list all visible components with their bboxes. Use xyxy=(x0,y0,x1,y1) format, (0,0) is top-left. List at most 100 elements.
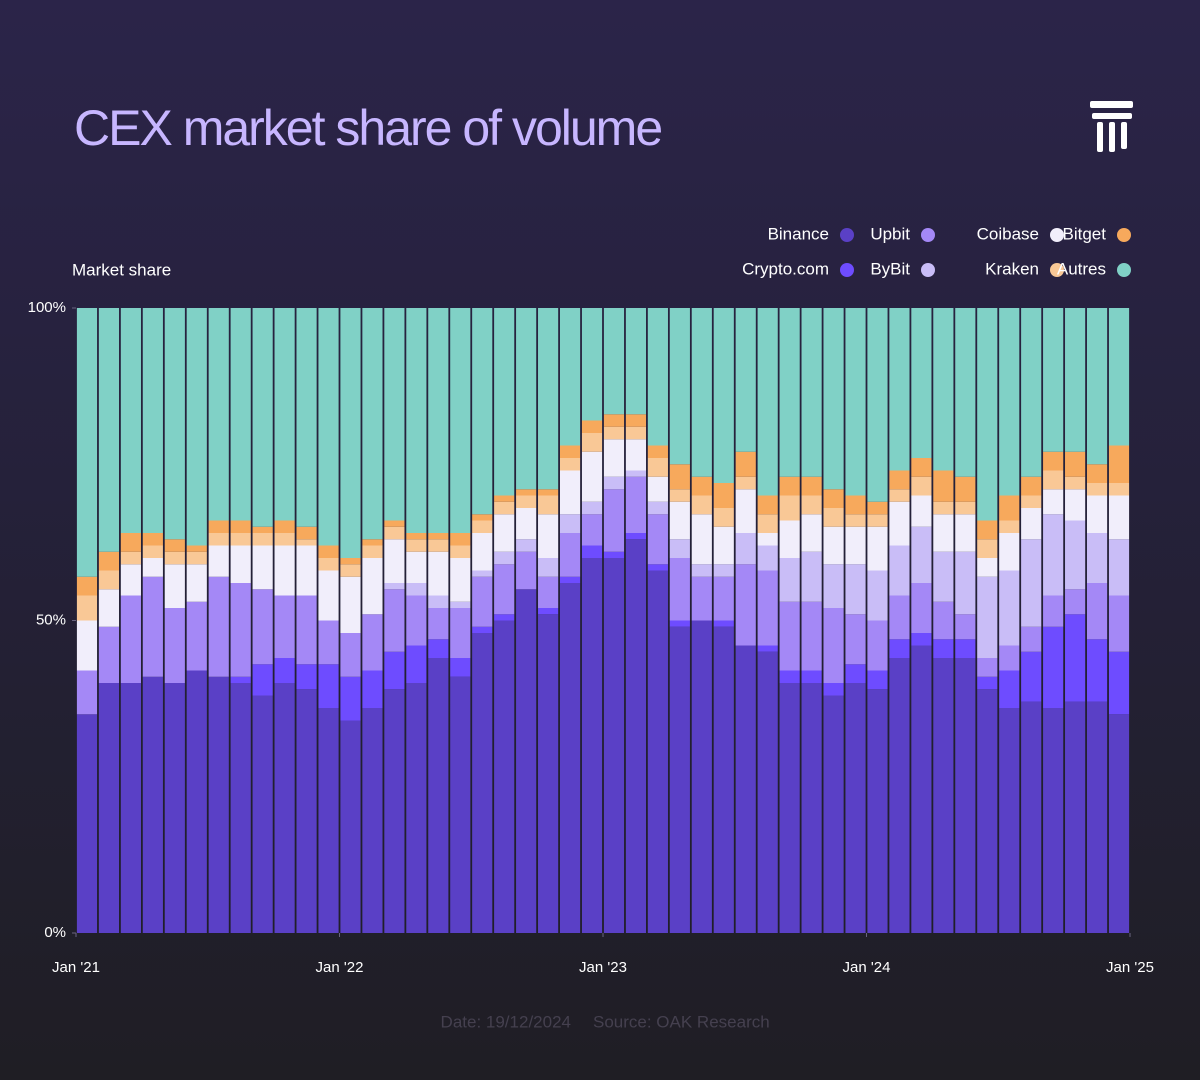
bar-segment xyxy=(186,308,207,546)
bar-segment xyxy=(911,476,932,496)
bar-segment xyxy=(867,501,888,515)
bar-segment xyxy=(625,308,647,415)
bar-segment xyxy=(713,308,734,483)
bar-segment xyxy=(999,670,1020,708)
bar-segment xyxy=(911,308,932,458)
bar-segment xyxy=(691,308,712,477)
bar-segment xyxy=(911,583,932,633)
legend-swatch xyxy=(921,263,935,277)
bar-segment xyxy=(494,564,515,615)
legend-swatch xyxy=(1117,228,1131,242)
bar-segment xyxy=(889,658,910,933)
bar-segment xyxy=(735,489,756,533)
bar-segment xyxy=(450,308,471,533)
bar-segment xyxy=(977,676,998,690)
bar-segment xyxy=(472,633,493,933)
bar-segment xyxy=(581,558,603,933)
bar-segment xyxy=(933,601,954,640)
bar-segment xyxy=(362,558,383,615)
bar-segment xyxy=(384,583,405,590)
bar-segment xyxy=(713,508,734,527)
bar-segment xyxy=(823,308,844,490)
bar-segment xyxy=(362,708,383,933)
bar-segment xyxy=(406,308,427,533)
date-note: Date: 19/12/2024 xyxy=(441,1012,571,1031)
bar-segment xyxy=(559,470,581,515)
bar-segment xyxy=(186,670,207,933)
bar-segment xyxy=(164,551,185,565)
bar-segment xyxy=(186,564,207,602)
bar-segment xyxy=(1108,495,1130,540)
bar-segment xyxy=(406,645,427,683)
bar-segment xyxy=(164,564,185,608)
bar-segment xyxy=(164,308,185,540)
bar-segment xyxy=(735,645,756,933)
bar-segment xyxy=(977,658,998,677)
bar-segment xyxy=(1021,476,1042,496)
legend-swatch xyxy=(1050,263,1064,277)
bar-segment xyxy=(538,489,559,496)
bar-segment xyxy=(120,551,141,565)
bar-segment xyxy=(186,545,207,552)
bar-segment xyxy=(208,308,229,521)
bar-segment xyxy=(1108,445,1130,483)
x-tick-label: Jan '23 xyxy=(579,959,627,976)
bar-segment xyxy=(889,501,910,546)
bar-segment xyxy=(120,564,141,596)
bar-segment xyxy=(647,476,668,502)
bar-segment xyxy=(845,526,866,565)
bar-segment xyxy=(823,508,844,527)
bar-segment xyxy=(625,539,647,933)
bar-segment xyxy=(428,539,449,552)
bar-segment xyxy=(538,608,559,615)
bar-segment xyxy=(1065,701,1086,933)
bar-segment xyxy=(779,520,800,558)
bar-segment xyxy=(318,545,339,558)
bar-segment xyxy=(999,645,1020,671)
bar-segment xyxy=(625,426,647,440)
bar-segment xyxy=(823,564,844,608)
bar-segment xyxy=(691,564,712,577)
bar-segment xyxy=(230,583,251,677)
bar-segment xyxy=(559,583,581,933)
bar-segment xyxy=(1065,520,1086,590)
bar-segment xyxy=(230,676,251,683)
bar-segment xyxy=(691,476,712,496)
bar-segment xyxy=(713,526,734,565)
bar-segment xyxy=(252,308,273,527)
bar-segment xyxy=(801,495,822,515)
bar-segment xyxy=(98,570,120,590)
bar-segment xyxy=(911,645,932,933)
bar-segment xyxy=(999,308,1020,496)
bar-segment xyxy=(208,520,229,533)
bar-segment xyxy=(252,589,273,665)
bar-segment xyxy=(801,476,822,496)
bar-segment xyxy=(845,614,866,665)
bar-segment xyxy=(142,308,163,533)
logo xyxy=(1090,101,1133,152)
bar-segment xyxy=(625,533,647,540)
bar-segment xyxy=(494,614,515,621)
bar-segment xyxy=(1043,451,1064,471)
bar-segment xyxy=(757,495,778,515)
bar-segment xyxy=(340,558,361,565)
bar-segment xyxy=(450,533,471,546)
x-tick-label: Jan '21 xyxy=(52,959,100,976)
bar-segment xyxy=(801,683,822,933)
bar-segment xyxy=(230,308,251,521)
chart-title: CEX market share of volume xyxy=(74,100,661,156)
bar-segment xyxy=(516,489,537,496)
bar-segment xyxy=(647,514,668,565)
bar-segment xyxy=(889,308,910,471)
bar-segment xyxy=(450,658,471,677)
bar-segment xyxy=(559,576,581,583)
bar-segment xyxy=(977,689,998,933)
bar-segment xyxy=(823,608,844,683)
bar-segment xyxy=(340,676,361,721)
bar-segment xyxy=(494,551,515,565)
bar-segment xyxy=(516,589,537,933)
bar-segment xyxy=(845,683,866,933)
bar-segment xyxy=(164,539,185,552)
bar-segment xyxy=(955,514,976,552)
bar-segment xyxy=(76,670,98,715)
